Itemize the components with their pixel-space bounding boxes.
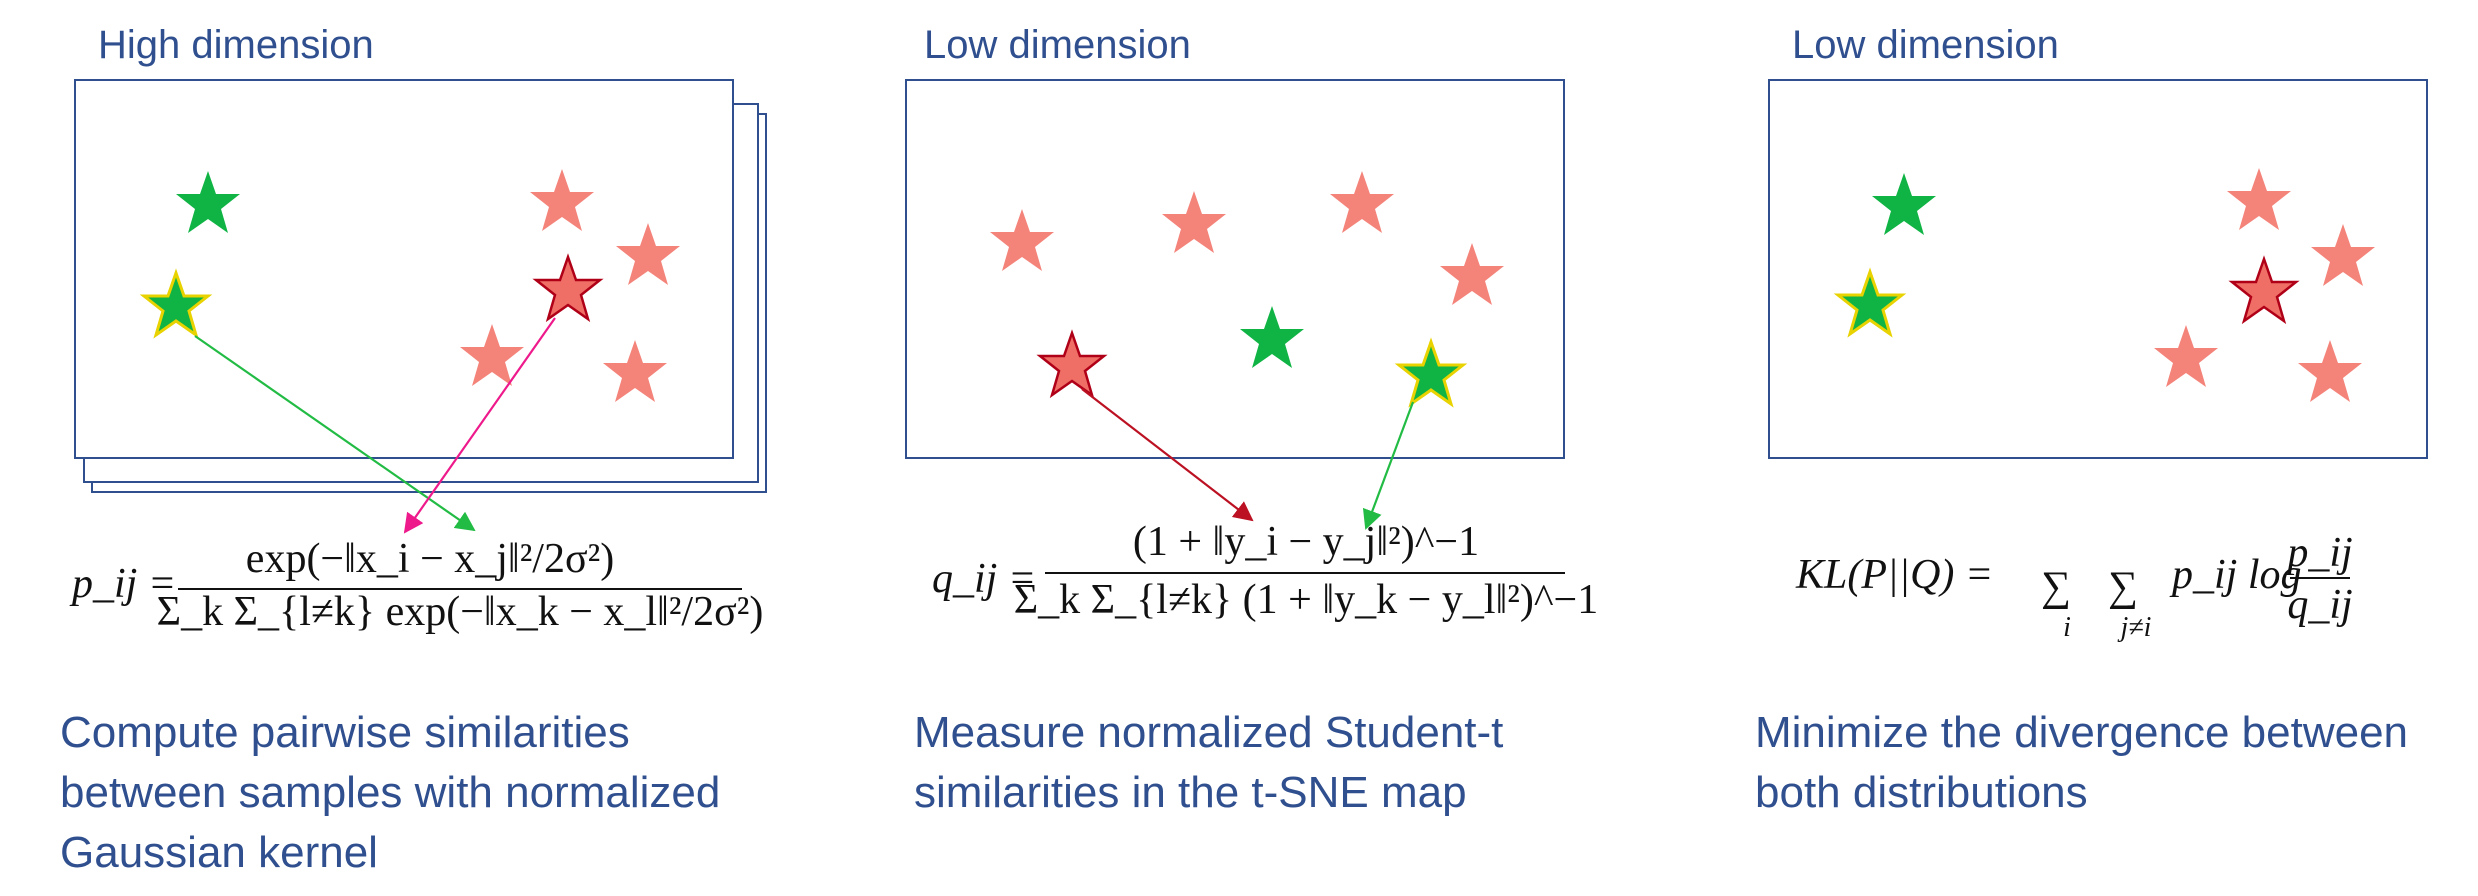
- formula2-denominator: Σ_k Σ_{l≠k} (1 + ‖y_k − y_l‖²)^−1: [1014, 577, 1599, 623]
- panel3-caption: Minimize the divergence between both dis…: [1755, 708, 2409, 817]
- magenta-arrow: [403, 317, 556, 534]
- panel1-stacked-frames: [74, 79, 767, 493]
- panel2-formula: q_ij = (1 + ‖y_i − y_j‖²)^−1 Σ_k Σ_{l≠k}…: [932, 519, 1598, 623]
- panel3-formula: KL(P||Q) = ∑ i ∑ j≠i p_ij log p_ij q_ij: [1795, 530, 2353, 643]
- formula2-lhs: q_ij =: [932, 556, 1036, 602]
- red-arrow: [1081, 388, 1254, 522]
- formula2-numerator: (1 + ‖y_i − y_j‖²)^−1: [1133, 519, 1479, 565]
- green-arrow: [1362, 401, 1415, 530]
- formula3-lhs: KL(P||Q) =: [1795, 552, 1993, 598]
- formula3-frac-den: q_ij: [2287, 582, 2352, 628]
- panel1-caption: Compute pairwise similarities between sa…: [60, 708, 721, 877]
- formula3-frac-num: p_ij: [2284, 530, 2352, 576]
- formula1-lhs: p_ij =: [69, 561, 176, 607]
- formula3-body: p_ij log: [2169, 552, 2302, 598]
- green-arrow: [194, 335, 476, 532]
- sum-i-index: i: [2063, 612, 2071, 643]
- formula1-denominator: Σ_k Σ_{l≠k} exp(−‖x_k − x_l‖²/2σ²): [157, 589, 764, 635]
- panel1-title: High dimension: [98, 23, 374, 67]
- sum-i-sign: ∑: [2041, 564, 2071, 610]
- sum-j-sign: ∑: [2108, 564, 2138, 610]
- panel1-formula: p_ij = exp(−‖x_i − x_j‖²/2σ²) Σ_k Σ_{l≠k…: [69, 536, 763, 635]
- sum-j-index: j≠i: [2118, 612, 2152, 643]
- panel2-caption: Measure normalized Student-t similaritie…: [914, 708, 1504, 817]
- panel2-title: Low dimension: [924, 23, 1191, 67]
- formula1-numerator: exp(−‖x_i − x_j‖²/2σ²): [246, 536, 614, 582]
- panel3-title: Low dimension: [1792, 23, 2059, 67]
